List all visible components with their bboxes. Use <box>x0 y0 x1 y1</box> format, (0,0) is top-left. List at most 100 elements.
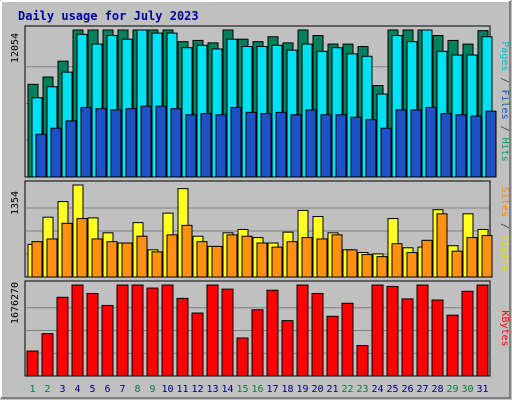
day-label: 31 <box>476 384 488 395</box>
bar-sites-day-15 <box>241 235 253 278</box>
day-label: 4 <box>74 384 80 395</box>
legend-entry: / <box>499 71 510 89</box>
bar-pages-day-10 <box>170 108 182 178</box>
legend-entry: Sites <box>499 187 510 217</box>
day-label: 15 <box>236 384 248 395</box>
day-label: 26 <box>401 384 413 395</box>
bar-sites-day-18 <box>286 241 298 278</box>
bar-sites-day-21 <box>331 234 343 278</box>
day-label: 29 <box>446 384 458 395</box>
day-label: 9 <box>149 384 155 395</box>
day-label: 10 <box>161 384 173 395</box>
bar-pages-day-13 <box>215 114 227 178</box>
y-max-label: 1676270 <box>10 282 21 324</box>
day-label: 13 <box>206 384 218 395</box>
bar-pages-day-16 <box>260 113 272 178</box>
bar-pages-day-29 <box>455 114 467 178</box>
bar-pages-day-14 <box>230 106 242 178</box>
bar-sites-day-28 <box>436 213 448 278</box>
bar-pages-day-4 <box>80 106 92 178</box>
bar-pages-day-8 <box>140 105 152 178</box>
bar-kbytes-day-13 <box>206 284 219 377</box>
bar-sites-day-24 <box>376 256 388 278</box>
bar-kbytes-day-8 <box>131 284 144 377</box>
day-label: 12 <box>191 384 203 395</box>
bar-sites-day-12 <box>196 241 208 278</box>
bar-kbytes-day-12 <box>191 312 204 377</box>
bar-kbytes-day-31 <box>476 284 489 377</box>
bar-sites-day-5 <box>91 238 103 278</box>
bar-pages-day-26 <box>410 109 422 178</box>
day-label: 19 <box>296 384 308 395</box>
bar-sites-day-31 <box>481 235 493 278</box>
day-label: 14 <box>221 384 233 395</box>
day-label: 18 <box>281 384 293 395</box>
bar-kbytes-day-16 <box>251 309 264 377</box>
legend-entry: Files <box>499 89 510 119</box>
bar-sites-day-16 <box>256 242 268 278</box>
bar-sites-day-30 <box>466 237 478 278</box>
legend-entry: Hits <box>499 138 510 162</box>
bar-sites-day-27 <box>421 239 433 278</box>
bar-kbytes-day-21 <box>326 315 339 377</box>
bar-sites-day-9 <box>151 251 163 278</box>
bar-kbytes-day-24 <box>371 284 384 377</box>
bar-kbytes-day-5 <box>86 292 99 377</box>
bar-pages-day-7 <box>125 108 137 178</box>
bar-sites-day-3 <box>61 222 73 278</box>
bar-sites-day-26 <box>406 252 418 278</box>
bar-kbytes-day-28 <box>431 299 444 377</box>
panel-visits: 1354 Sites / Visits <box>10 180 510 278</box>
y-max-label: 1354 <box>10 191 21 215</box>
bar-pages-day-5 <box>95 108 107 178</box>
chart-panels: 12054 Pages / Files / Hits 1354 Sites / Vis… <box>10 25 510 377</box>
day-label: 27 <box>416 384 428 395</box>
legend-kbytes: KBytes <box>499 310 510 346</box>
bar-pages-day-9 <box>155 105 167 178</box>
bar-kbytes-day-1 <box>26 350 39 377</box>
day-label: 6 <box>104 384 110 395</box>
bar-kbytes-day-11 <box>176 297 189 377</box>
legend-entry: Visits <box>499 235 510 271</box>
bar-sites-day-4 <box>76 218 88 278</box>
bar-kbytes-day-20 <box>311 292 324 377</box>
bar-kbytes-day-29 <box>446 314 459 377</box>
bar-sites-day-13 <box>211 245 223 278</box>
bar-pages-day-11 <box>185 114 197 178</box>
day-label: 21 <box>326 384 338 395</box>
bar-sites-day-22 <box>346 249 358 278</box>
day-label: 2 <box>44 384 50 395</box>
day-label: 17 <box>266 384 278 395</box>
bar-pages-day-17 <box>275 111 287 178</box>
legend-entry: / <box>499 120 510 138</box>
bar-kbytes-day-2 <box>41 333 54 377</box>
panel-kbytes: 1676270 KBytes <box>10 280 510 377</box>
day-label: 11 <box>176 384 188 395</box>
bar-pages-day-15 <box>245 111 257 178</box>
chart-title: Daily usage for July 2023 <box>18 9 199 23</box>
day-label: 16 <box>251 384 263 395</box>
bar-kbytes-day-19 <box>296 284 309 377</box>
bar-pages-day-23 <box>365 119 377 178</box>
day-label: 1 <box>29 384 35 395</box>
day-label: 25 <box>386 384 398 395</box>
legend-entry: Pages <box>499 41 510 71</box>
bar-sites-day-19 <box>301 237 313 278</box>
bar-pages-day-18 <box>290 114 302 178</box>
bar-pages-day-27 <box>425 106 437 178</box>
day-label: 30 <box>461 384 473 395</box>
panel-hits: 12054 Pages / Files / Hits <box>10 25 510 178</box>
bar-kbytes-day-17 <box>266 289 279 377</box>
bar-kbytes-day-3 <box>56 296 69 377</box>
bar-sites-day-10 <box>166 234 178 278</box>
day-label: 28 <box>431 384 443 395</box>
bar-sites-day-7 <box>121 242 133 278</box>
day-label: 23 <box>356 384 368 395</box>
bar-sites-day-6 <box>106 241 118 278</box>
bar-pages-day-30 <box>470 115 482 178</box>
day-label: 24 <box>371 384 383 395</box>
bar-kbytes-day-26 <box>401 298 414 377</box>
bar-pages-day-19 <box>305 109 317 178</box>
bar-pages-day-3 <box>65 120 77 178</box>
